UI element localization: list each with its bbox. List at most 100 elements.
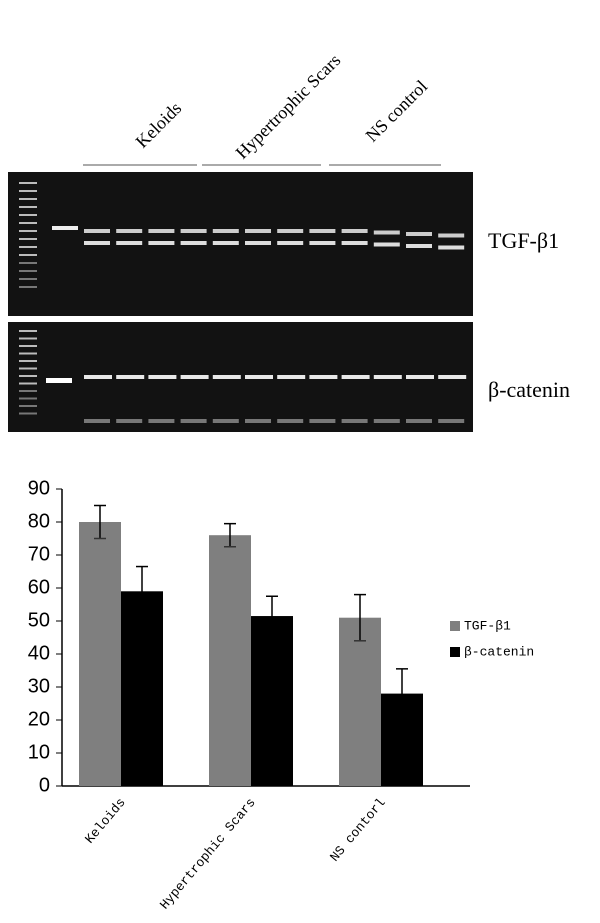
ladder-band [19, 286, 37, 288]
gel-image [8, 172, 473, 316]
band [406, 375, 434, 379]
band [212, 375, 241, 379]
band [438, 233, 465, 238]
y-tick-label: 40 [28, 642, 50, 664]
ladder-band [19, 367, 37, 370]
band [84, 229, 110, 233]
bar [339, 617, 381, 786]
band [148, 229, 175, 233]
band [116, 241, 143, 245]
y-tick-label: 90 [28, 477, 50, 499]
ladder-band [19, 198, 37, 200]
ladder-band [19, 337, 37, 340]
band [116, 419, 143, 423]
x-tick-label: Hypertrophic Scars [157, 795, 259, 912]
legend-label: TGF-β1 [464, 618, 511, 633]
band [245, 229, 271, 233]
y-tick-label: 10 [28, 741, 50, 763]
ladder-band [19, 270, 37, 272]
ladder-band [19, 238, 37, 240]
group-label: NS control [362, 76, 432, 146]
band [438, 375, 467, 379]
bar [79, 522, 121, 786]
band [245, 419, 271, 423]
band [212, 229, 239, 233]
ladder-band [19, 206, 37, 208]
gel-header: Keloids Hypertrophic Scars NS control [83, 50, 441, 166]
band [277, 419, 304, 423]
band [52, 226, 78, 230]
y-tick-label: 30 [28, 675, 50, 697]
y-tick-label: 70 [28, 543, 50, 565]
band [212, 419, 239, 423]
band [438, 419, 465, 423]
ladder-band [19, 352, 37, 355]
band [180, 229, 207, 233]
band [180, 419, 207, 423]
band [373, 375, 402, 379]
band [245, 241, 271, 245]
ladder-band [19, 397, 37, 400]
band [309, 419, 336, 423]
band [84, 241, 110, 245]
band [148, 375, 177, 379]
band [406, 232, 432, 236]
bar-chart: 0 10 20 30 40 50 60 70 80 90 Keloids Hypertrophic S… [28, 477, 534, 912]
error-bar [354, 593, 366, 642]
band [341, 375, 370, 379]
ladder-band [19, 222, 37, 224]
band [341, 419, 368, 423]
bar [121, 591, 163, 786]
error-bar [396, 668, 408, 720]
gel-bands [19, 182, 467, 423]
legend-label: β-catenin [464, 644, 534, 659]
ladder-band [19, 182, 37, 184]
group-label: Hypertrophic Scars [232, 50, 345, 163]
y-tick-label: 50 [28, 609, 50, 631]
y-tick-label: 20 [28, 708, 50, 730]
ladder-band [19, 262, 37, 264]
ladder-band [19, 190, 37, 192]
band [277, 229, 304, 233]
ladder-band [19, 382, 37, 385]
band [180, 241, 207, 245]
y-tick-label: 80 [28, 510, 50, 532]
ladder-band [19, 405, 37, 407]
group-label: Keloids [132, 98, 186, 152]
band [309, 229, 336, 233]
band [309, 241, 336, 245]
ladder-band [19, 214, 37, 216]
band [212, 241, 239, 245]
band [341, 241, 368, 245]
band [84, 419, 110, 423]
band [180, 375, 209, 379]
ladder-band [19, 278, 37, 280]
ladder-band [19, 360, 37, 362]
band [373, 419, 400, 423]
ladder-band [19, 375, 37, 377]
band [341, 229, 368, 233]
error-bar [136, 565, 148, 617]
bar [251, 616, 293, 786]
band [148, 241, 175, 245]
band [84, 375, 112, 379]
band [309, 375, 338, 379]
ladder-band [19, 254, 37, 256]
x-tick-label: Keloids [82, 795, 129, 846]
band [116, 375, 145, 379]
ladder-band [19, 390, 37, 392]
panel-label: β-catenin [488, 377, 570, 402]
band [438, 245, 465, 250]
band [245, 375, 273, 379]
band [277, 241, 304, 245]
band [373, 230, 400, 235]
band [148, 419, 175, 423]
error-bar [94, 504, 106, 540]
legend-swatch [450, 647, 460, 657]
ladder-band [19, 345, 37, 347]
legend-swatch [450, 621, 460, 631]
band [46, 378, 72, 383]
ladder-band [19, 246, 37, 248]
error-bar [224, 522, 236, 548]
